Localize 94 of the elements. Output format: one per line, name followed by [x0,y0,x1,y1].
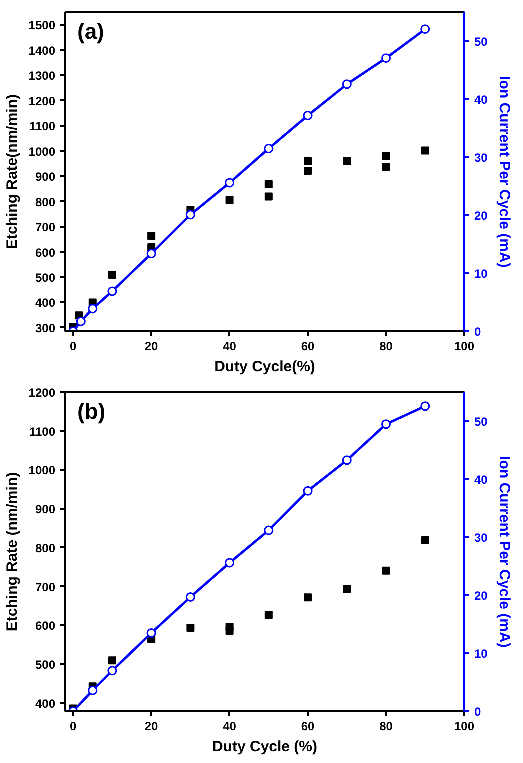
point [88,304,98,314]
y-tick-label: 1200 [28,94,56,108]
y-tick-label: 600 [35,246,56,260]
x-tick-label: 60 [301,720,316,734]
y-tick-label: 900 [35,170,56,184]
point [108,666,118,676]
point [382,162,390,171]
y-tick-label: 400 [35,296,56,310]
point [264,611,273,620]
y2-tick-label: 20 [474,209,488,223]
point [420,24,430,34]
x-tick-label: 0 [70,340,77,354]
point [264,526,274,536]
point [225,558,235,568]
y-tick-label: 700 [35,220,56,235]
x-tick-label: 100 [454,340,475,354]
y2-tick-label: 40 [474,93,488,107]
point [303,111,313,120]
y2-tick-label: 0 [474,705,482,719]
y-tick-label: 500 [35,270,56,285]
x-axis-title: Duty Cycle (%) [212,738,318,756]
point [382,152,390,160]
x-tick-label: 0 [70,720,77,734]
point [304,594,312,602]
y-tick-label: 1200 [28,386,56,400]
y-tick-label: 1000 [28,464,56,478]
point [148,232,156,240]
y-tick-label: 500 [35,658,56,672]
point [343,157,352,166]
x-tick-label: 20 [144,720,159,734]
y2-tick-label: 30 [474,531,488,545]
y2-tick-label: 10 [474,267,488,281]
y-tick-label: 800 [35,541,56,556]
y-tick-label: 300 [35,321,56,336]
y-tick-label: 1400 [28,44,56,58]
x-tick-label: 40 [223,720,237,734]
y2-tick-label: 20 [474,589,488,603]
point [382,566,390,575]
y2-tick-label: 50 [474,415,488,429]
x-tick-label: 20 [144,340,159,354]
y-tick-label: 700 [35,580,56,594]
x-tick-label: 40 [223,340,237,354]
x-axis-title: Duty Cycle(%) [214,358,316,376]
point [342,80,352,90]
x-tick-label: 80 [380,720,394,734]
point [108,270,116,279]
y2-tick-label: 40 [474,473,488,487]
point [343,585,352,594]
point [186,592,196,602]
point [226,196,234,204]
y-tick-label: 1500 [28,18,56,33]
y-tick-label: 1100 [29,120,56,134]
point [264,180,273,188]
y2-tick-label: 50 [474,35,488,49]
point [88,686,98,696]
y-tick-label: 1000 [28,144,56,159]
point [226,627,234,636]
point [108,286,118,296]
y-tick-label: 900 [35,502,56,517]
point [304,157,312,166]
y-axis-title: Etching Rate(nm/min) [4,94,21,250]
y2-tick-label: 0 [474,325,482,339]
y-tick-label: 400 [35,696,56,711]
y2-tick-label: 30 [474,151,488,165]
annotation: (b) [78,398,106,424]
point [186,210,196,220]
point [420,402,430,412]
y2-tick-label: 10 [474,647,488,661]
y-axis-title: Etching Rate (nm/min) [4,472,21,632]
y-tick-label: 800 [35,195,56,210]
point [264,144,274,154]
y2-axis-title: Ion Current Per Cycle (mA) [496,456,513,648]
point [225,178,235,188]
y-tick-label: 600 [35,619,56,634]
point [421,146,430,155]
annotation: (a) [78,18,104,44]
point [146,628,156,638]
point [303,486,313,496]
point [146,249,156,259]
point [382,420,392,430]
x-tick-label: 60 [301,340,316,354]
x-tick-label: 100 [454,720,475,734]
point [264,192,273,201]
point [186,624,195,632]
y-tick-label: 1100 [29,424,56,439]
point [76,316,86,326]
point [304,166,312,175]
y-tick-label: 1300 [28,69,56,84]
y2-axis-title: Ion Current Per Cycle (mA) [496,76,513,268]
point [421,536,430,545]
point [382,54,392,64]
point [108,656,116,665]
x-tick-label: 80 [380,340,394,354]
point [342,456,352,466]
